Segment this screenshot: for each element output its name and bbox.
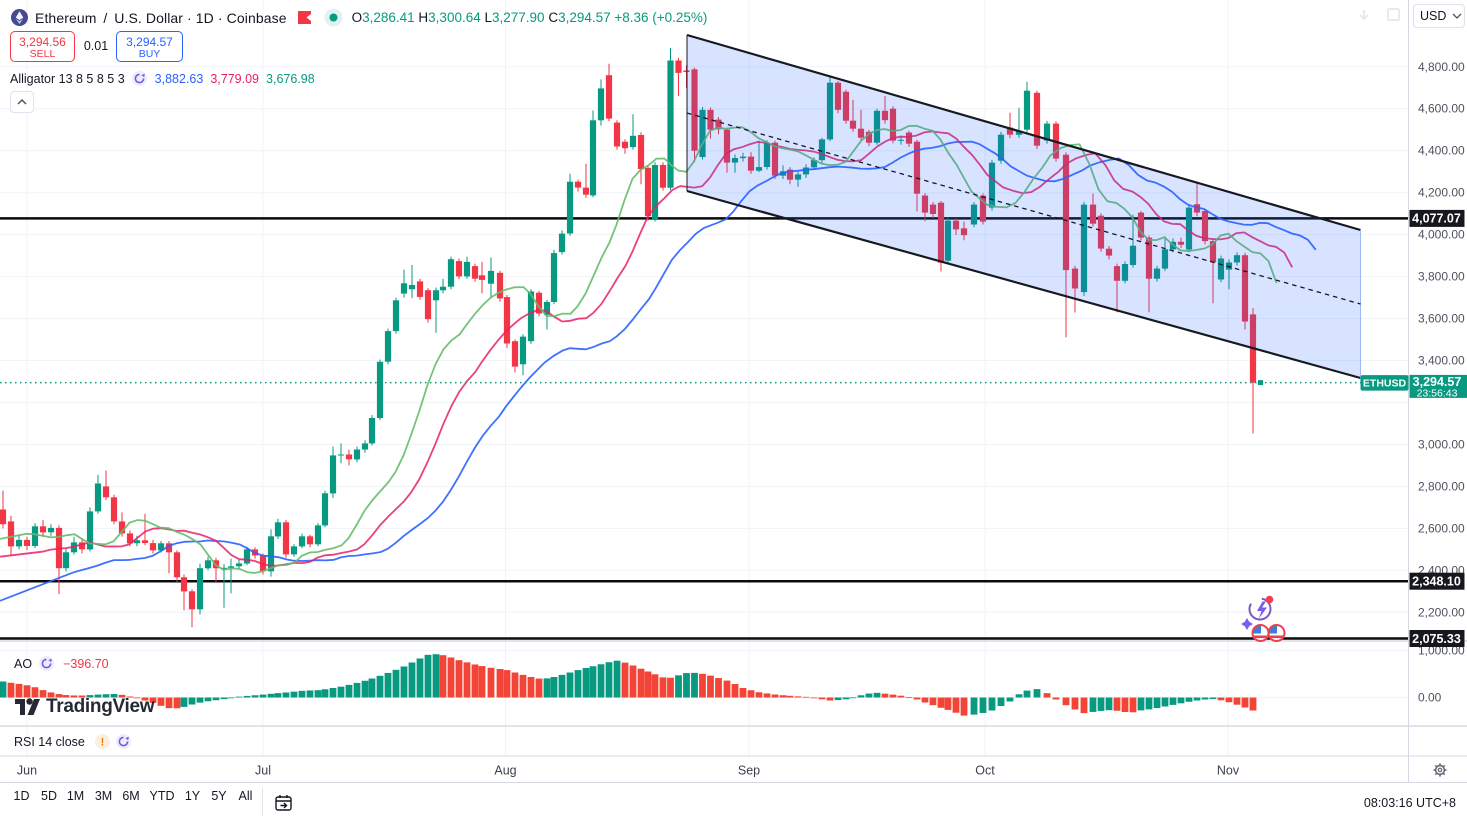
svg-text:Jul: Jul <box>255 764 271 778</box>
svg-text:2,200.00: 2,200.00 <box>1418 605 1465 619</box>
svg-text:3,000.00: 3,000.00 <box>1418 437 1465 451</box>
svg-text:2,348.10: 2,348.10 <box>1412 575 1461 589</box>
svg-text:2,600.00: 2,600.00 <box>1418 521 1465 535</box>
svg-text:!: ! <box>101 737 105 749</box>
svg-text:0.00: 0.00 <box>1418 691 1442 705</box>
svg-text:4,400.00: 4,400.00 <box>1418 144 1465 158</box>
svg-text:3,294.57: 3,294.57 <box>1413 375 1462 389</box>
svg-text:Jun: Jun <box>17 764 37 778</box>
svg-text:Aug: Aug <box>494 764 516 778</box>
svg-text:3,400.00: 3,400.00 <box>1418 354 1465 368</box>
svg-text:4,800.00: 4,800.00 <box>1418 60 1465 74</box>
svg-text:Oct: Oct <box>975 764 995 778</box>
svg-text:4,600.00: 4,600.00 <box>1418 102 1465 116</box>
svg-text:Nov: Nov <box>1217 764 1240 778</box>
svg-text:3,800.00: 3,800.00 <box>1418 270 1465 284</box>
svg-text:2,075.33: 2,075.33 <box>1412 632 1461 646</box>
svg-text:2,800.00: 2,800.00 <box>1418 479 1465 493</box>
svg-text:4,000.00: 4,000.00 <box>1418 228 1465 242</box>
svg-text:3,600.00: 3,600.00 <box>1418 312 1465 326</box>
svg-text:ETHUSD: ETHUSD <box>1363 378 1407 390</box>
svg-text:Sep: Sep <box>738 764 760 778</box>
svg-text:23:56:43: 23:56:43 <box>1417 387 1458 399</box>
svg-text:4,077.07: 4,077.07 <box>1412 212 1461 226</box>
svg-text:4,200.00: 4,200.00 <box>1418 186 1465 200</box>
